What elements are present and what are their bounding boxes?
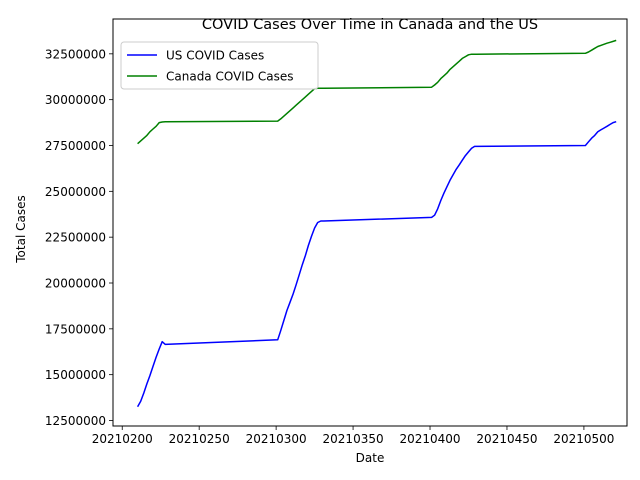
y-tick-label: 25000000 (45, 185, 106, 199)
chart-title: COVID Cases Over Time in Canada and the … (202, 17, 538, 33)
x-tick-label: 20210450 (476, 432, 537, 446)
y-tick-label: 12500000 (45, 414, 106, 428)
plot-area: 20210200 20210250 20210300 20210350 20210400… (45, 18, 628, 446)
legend-label-canada: Canada COVID Cases (166, 70, 294, 84)
y-axis-label: Total Cases (14, 195, 28, 263)
y-tick-label: 15000000 (45, 368, 106, 382)
y-tick-label: 30000000 (45, 93, 106, 107)
x-tick-label: 20210300 (246, 432, 307, 446)
y-axis-ticks: 12500000 15000000 17500000 20000000 22500000… (45, 47, 113, 428)
legend-label-us: US COVID Cases (166, 49, 264, 63)
series-lines (136, 39, 617, 408)
y-tick-label: 17500000 (45, 322, 106, 336)
y-tick-label: 22500000 (45, 231, 106, 245)
x-axis-ticks: 20210200 20210250 20210300 20210350 20210400… (92, 426, 614, 446)
y-tick-label: 27500000 (45, 139, 106, 153)
x-tick-label: 20210500 (553, 432, 614, 446)
x-axis-label: Date (356, 451, 385, 465)
us-cases-line (136, 120, 617, 408)
y-tick-label: 20000000 (45, 277, 106, 291)
x-tick-label: 20210200 (92, 432, 153, 446)
legend-box (120, 41, 319, 90)
canada-cases-line (137, 39, 617, 145)
x-tick-label: 20210250 (169, 432, 230, 446)
plot-frame (112, 18, 628, 427)
y-tick-label: 32500000 (45, 47, 106, 61)
x-tick-label: 20210350 (323, 432, 384, 446)
legend: US COVID Cases Canada COVID Cases (120, 41, 319, 90)
x-tick-label: 20210400 (399, 432, 460, 446)
